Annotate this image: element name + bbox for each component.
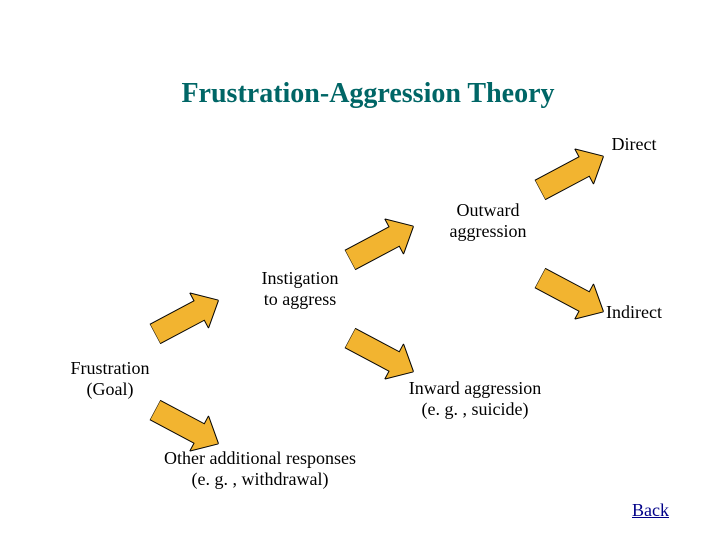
label-frustration-line1: Frustration — [71, 358, 150, 378]
label-direct: Direct — [594, 134, 674, 155]
label-instigation: Instigation to aggress — [240, 268, 360, 309]
label-frustration-line2: (Goal) — [87, 379, 134, 399]
arrow-a1 — [146, 283, 228, 352]
label-frustration: Frustration (Goal) — [50, 358, 170, 399]
back-link[interactable]: Back — [632, 500, 669, 521]
page-title: Frustration-Aggression Theory — [118, 78, 618, 110]
arrow-a3 — [341, 209, 423, 278]
label-instigation-line1: Instigation — [262, 268, 339, 288]
label-inward-line1: Inward aggression — [409, 378, 541, 398]
label-other: Other additional responses (e. g. , with… — [135, 448, 385, 489]
label-other-line2: (e. g. , withdrawal) — [192, 469, 329, 489]
label-instigation-line2: to aggress — [264, 289, 336, 309]
label-outward: Outward aggression — [428, 200, 548, 241]
label-inward-line2: (e. g. , suicide) — [422, 399, 529, 419]
label-outward-line2: aggression — [450, 221, 527, 241]
label-outward-line1: Outward — [457, 200, 520, 220]
